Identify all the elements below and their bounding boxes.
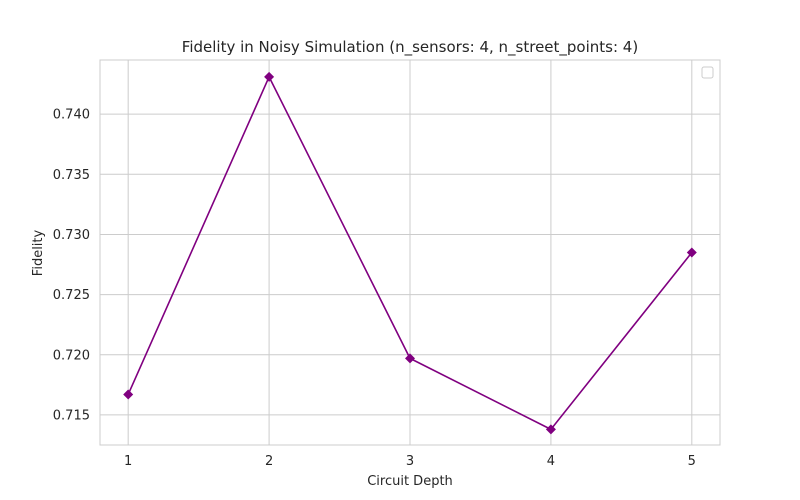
data-point-diamond — [545, 424, 556, 435]
grid — [100, 60, 720, 445]
chart-title: Fidelity in Noisy Simulation (n_sensors:… — [182, 38, 638, 57]
x-tick-label: 4 — [547, 454, 555, 469]
data-point-diamond — [405, 353, 415, 364]
y-tick-label: 0.740 — [53, 108, 90, 123]
series-layer — [123, 71, 697, 435]
tick-labels: 1 2 3 4 5 0.715 0.720 0.725 0.730 0.735 0.740 — [53, 108, 696, 469]
x-tick-label: 1 — [124, 454, 132, 469]
plot-frame — [99, 59, 721, 446]
x-axis-label: Circuit Depth — [367, 474, 453, 489]
y-tick-label: 0.735 — [53, 168, 90, 183]
y-tick-label: 0.725 — [53, 288, 90, 303]
x-tick-label: 2 — [265, 454, 273, 469]
y-axis-label: Fidelity — [31, 229, 46, 276]
y-tick-label: 0.715 — [53, 408, 90, 423]
data-point-diamond — [123, 389, 134, 400]
y-tick-label: 0.730 — [53, 228, 90, 243]
x-tick-label: 5 — [688, 454, 696, 469]
legend-box — [701, 66, 714, 79]
data-point-diamond — [686, 247, 697, 258]
y-tick-label: 0.720 — [53, 348, 90, 363]
x-tick-label: 3 — [406, 454, 414, 469]
data-point-diamond — [264, 71, 275, 82]
